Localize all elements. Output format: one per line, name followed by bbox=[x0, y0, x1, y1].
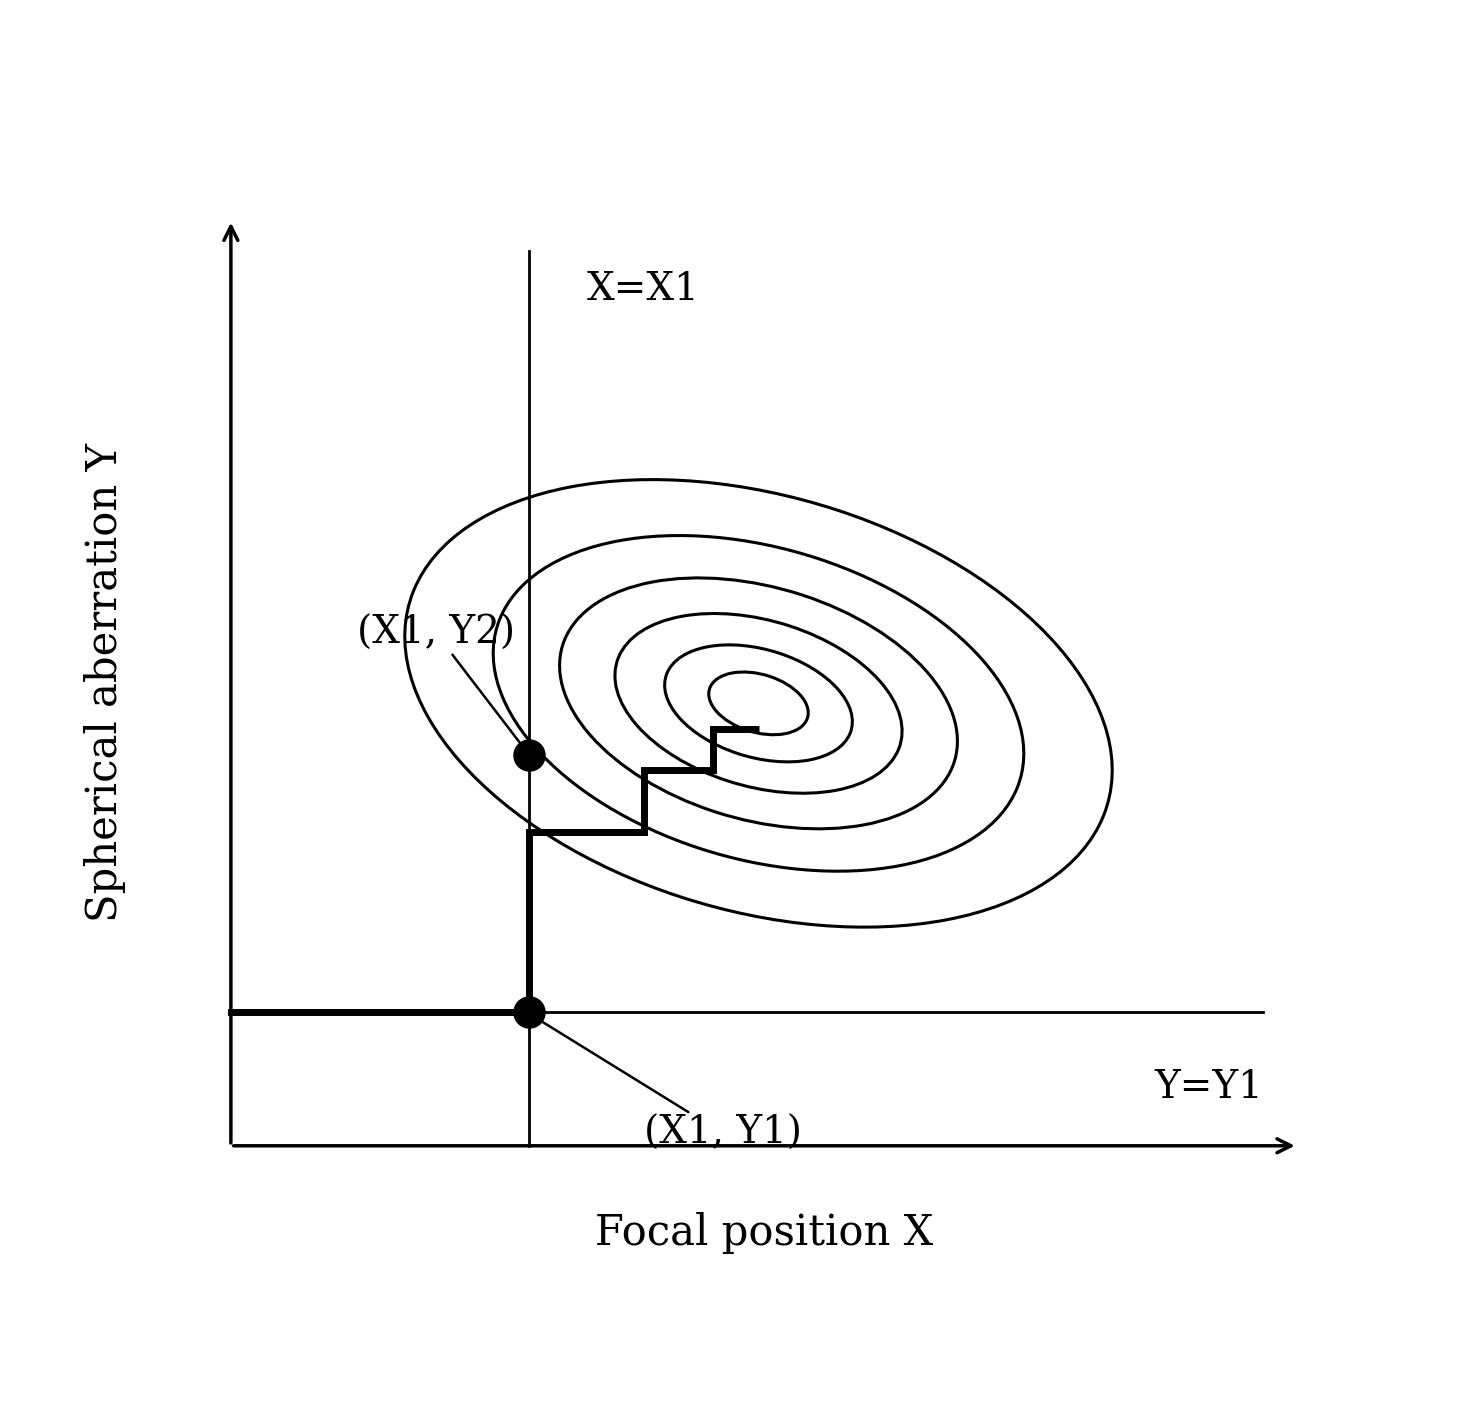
Text: (X1, Y1): (X1, Y1) bbox=[534, 1017, 802, 1152]
Text: X=X1: X=X1 bbox=[586, 271, 699, 309]
Text: (X1, Y2): (X1, Y2) bbox=[357, 615, 530, 755]
Text: Focal position X: Focal position X bbox=[595, 1212, 934, 1254]
Point bbox=[518, 744, 542, 766]
Text: Spherical aberration Y: Spherical aberration Y bbox=[84, 443, 126, 922]
Text: Y=Y1: Y=Y1 bbox=[1154, 1069, 1264, 1106]
Point bbox=[518, 1000, 542, 1023]
